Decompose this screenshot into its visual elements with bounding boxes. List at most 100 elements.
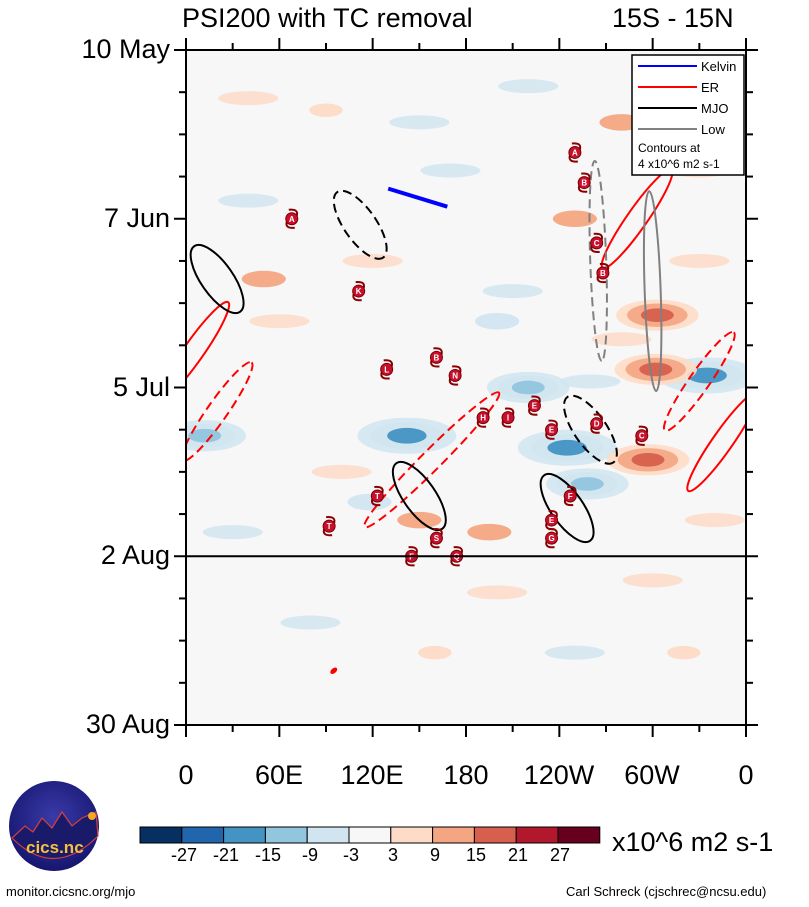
- y-tick-label: 2 Aug: [100, 540, 170, 570]
- anomaly-blob: [547, 439, 587, 456]
- colorbar-swatch: [181, 826, 225, 844]
- colorbar-label: -3: [342, 845, 359, 865]
- colorbar-swatch: [264, 826, 308, 844]
- tc-marker: T: [322, 515, 336, 537]
- tc-marker-arm: [590, 413, 603, 434]
- colorbar-swatch: [390, 826, 434, 844]
- colorbar-label: 21: [507, 845, 529, 865]
- tc-marker-icon: [568, 145, 582, 159]
- tc-marker-layer: AKLBNHIEEDCFEGTTSFQABCB: [285, 142, 649, 567]
- anomaly-blob: [208, 73, 242, 87]
- tc-marker-arm: [430, 528, 443, 549]
- anomaly-blob: [560, 374, 621, 389]
- tc-marker-icon: [590, 236, 604, 250]
- x-tick-label: 180: [443, 760, 489, 790]
- colorbar-swatch: [557, 826, 601, 844]
- tc-marker: A: [285, 208, 299, 229]
- er-contour: [363, 391, 501, 529]
- tc-marker: B: [577, 172, 591, 193]
- anomaly-blob: [482, 284, 543, 299]
- anomaly-blob: [631, 452, 665, 467]
- colorbar-swatch: [473, 826, 517, 844]
- er-contour: [186, 300, 231, 402]
- tc-marker-letter: H: [480, 414, 486, 423]
- tc-marker-arm: [577, 172, 591, 193]
- anomaly-blob: [669, 253, 730, 268]
- anomaly-field: [186, 73, 746, 660]
- tc-marker: E: [545, 509, 559, 531]
- anomaly-blob: [202, 525, 263, 540]
- anomaly-blob: [324, 163, 359, 178]
- cics-logo: [9, 781, 99, 871]
- anomaly-blob: [544, 645, 605, 660]
- er-contour: [186, 361, 254, 463]
- er-contour: [662, 330, 736, 432]
- tc-marker-arm: [476, 407, 490, 428]
- tc-marker-letter: E: [549, 426, 555, 435]
- tc-marker-icon: [370, 489, 384, 503]
- colorbar-swatch: [432, 826, 475, 844]
- x-tick-label: 120W: [523, 760, 595, 790]
- anomaly-blob: [570, 477, 604, 491]
- mjo-contour: [332, 189, 388, 260]
- legend-box: [631, 54, 745, 176]
- tc-marker-icon: [577, 176, 591, 190]
- colorbar-label: 15: [465, 845, 487, 865]
- y-tick-label: 5 Jul: [112, 372, 170, 402]
- mjo-contour: [391, 460, 447, 532]
- mjo-contour: [563, 394, 618, 465]
- tc-marker-icon: [285, 212, 299, 226]
- footer-url-link[interactable]: monitor.cicsnc.org/mjo: [6, 884, 136, 899]
- tc-marker-arm: [596, 262, 610, 284]
- tc-marker: B: [429, 347, 443, 368]
- tc-marker: A: [568, 142, 582, 163]
- x-tick-label: 120E: [340, 760, 404, 790]
- tc-marker-icon: [545, 531, 559, 545]
- tc-marker-icon: [590, 417, 604, 431]
- anomaly-blob: [467, 523, 512, 541]
- anomaly-blob: [475, 312, 520, 330]
- tc-marker-letter: B: [581, 179, 587, 188]
- tc-marker-arm: [430, 347, 443, 368]
- tc-marker-arm: [450, 546, 463, 567]
- anomaly-blob: [498, 79, 559, 94]
- anomaly-blob: [684, 513, 745, 528]
- anomaly-blob: [511, 380, 545, 395]
- anomaly-blob: [667, 645, 701, 660]
- tc-marker-icon: [545, 513, 559, 527]
- chart-title: PSI200 with TC removal: [182, 3, 473, 33]
- axis-ticks: [174, 38, 758, 737]
- tc-marker: F: [563, 485, 577, 507]
- tc-marker-icon: [322, 519, 336, 533]
- tc-marker-letter: D: [594, 420, 600, 429]
- tc-marker-icon: [501, 411, 515, 425]
- er-contour: [686, 391, 746, 493]
- y-tick-label: 7 Jun: [103, 203, 170, 233]
- low-contour: [642, 190, 663, 393]
- anomaly-blob: [640, 308, 674, 323]
- tc-marker-icon: [476, 411, 490, 425]
- anomaly-blob: [389, 115, 450, 130]
- anomaly-blob: [342, 253, 403, 268]
- legend-note: 4 x10^6 m2 s-1: [638, 157, 720, 171]
- legend-note: Contours at: [638, 141, 701, 155]
- mjo-contour: [189, 243, 245, 315]
- y-tick-label: 30 Aug: [85, 709, 170, 739]
- tc-marker: L: [380, 359, 394, 380]
- anomaly-blob: [552, 210, 597, 227]
- colorbar-units: x10^6 m2 s-1: [612, 827, 774, 857]
- colorbar-swatch: [306, 826, 350, 844]
- logo-mountains: [11, 810, 99, 860]
- tc-marker: D: [590, 413, 604, 434]
- tc-marker: E: [545, 419, 559, 440]
- tc-marker-letter: E: [532, 402, 538, 411]
- tc-marker-arm: [545, 528, 558, 549]
- tc-marker: I: [501, 407, 515, 428]
- anomaly-blob: [387, 427, 427, 444]
- tc-marker-icon: [429, 350, 443, 364]
- tc-marker-arm: [405, 546, 418, 567]
- tc-marker-letter: T: [375, 492, 380, 501]
- tc-marker-icon: [563, 489, 577, 503]
- legend-label: Low: [701, 122, 725, 137]
- anomaly-blob: [218, 193, 279, 208]
